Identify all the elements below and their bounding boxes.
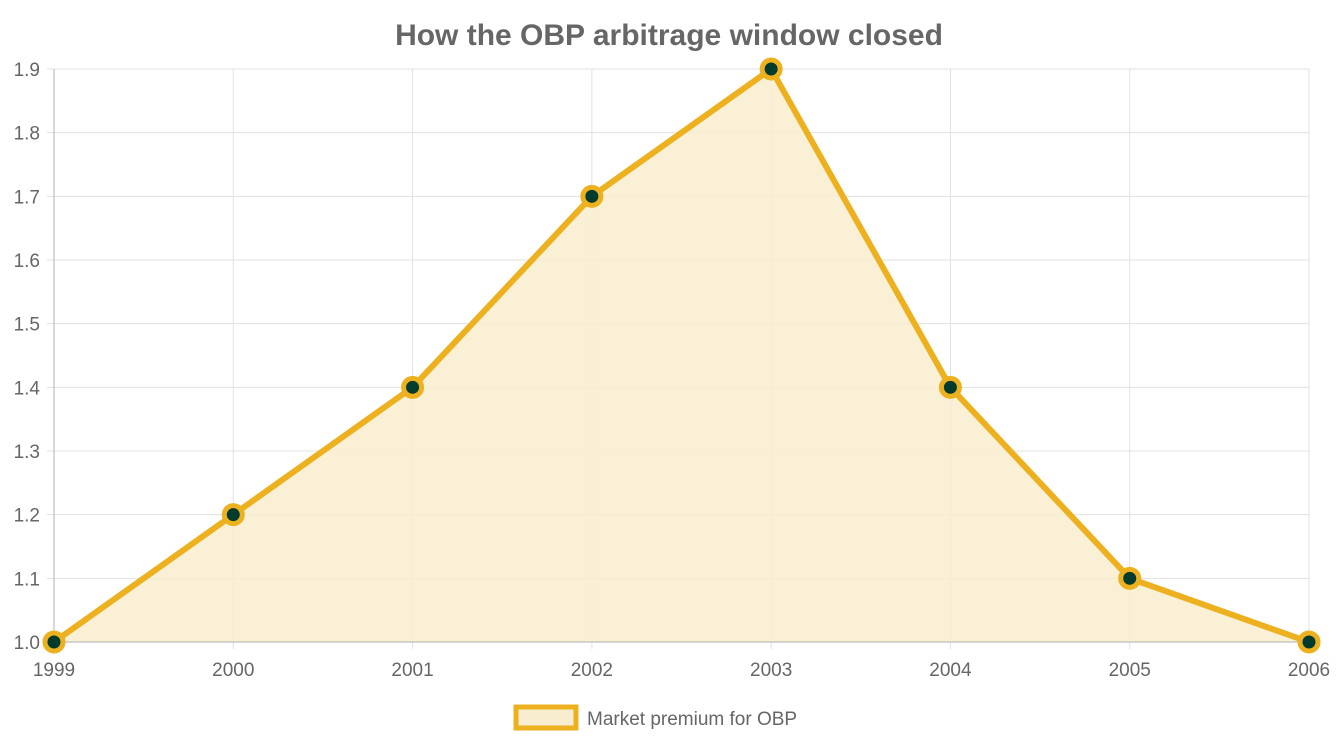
data-point (938, 375, 962, 399)
area-layer (54, 69, 1309, 642)
y-axis-tick-labels: 1.0 1.1 1.2 1.3 1.4 1.5 1.6 1.7 1.8 1.9 (14, 60, 41, 654)
series-line-layer (51, 66, 1312, 645)
y-tick-label: 1.7 (14, 187, 40, 208)
data-point (401, 375, 425, 399)
x-tick-label: 2006 (1288, 660, 1330, 681)
data-point (759, 57, 783, 81)
data-point (1118, 566, 1142, 590)
y-tick-label: 1.1 (14, 569, 40, 590)
data-point (42, 630, 66, 654)
y-tick-label: 1.9 (14, 60, 40, 81)
data-point (580, 184, 604, 208)
x-axis-tick-labels: 1999 2000 2001 2002 2003 2004 2005 2006 (33, 660, 1330, 681)
y-tick-label: 1.3 (14, 442, 40, 463)
data-points (42, 57, 1321, 654)
x-tick-label: 2003 (750, 660, 792, 681)
x-tick-label: 2001 (391, 660, 433, 681)
data-point (1297, 630, 1321, 654)
legend-label[interactable]: Market premium for OBP (587, 709, 797, 730)
legend-swatch[interactable] (513, 704, 579, 731)
x-tick-label: 1999 (33, 660, 75, 681)
x-tick-label: 2004 (929, 660, 972, 681)
y-tick-label: 1.2 (14, 506, 40, 527)
series-area-fill (54, 69, 1309, 642)
chart-title: How the OBP arbitrage window closed (395, 19, 943, 52)
series-line (51, 66, 1312, 645)
x-tick-label: 2000 (212, 660, 254, 681)
x-tick-label: 2002 (571, 660, 613, 681)
y-tick-label: 1.0 (14, 633, 40, 654)
data-point (221, 503, 245, 527)
axes (53, 69, 1309, 643)
y-tick-label: 1.4 (14, 378, 41, 399)
y-tick-label: 1.5 (14, 315, 40, 336)
legend[interactable]: Market premium for OBP (513, 704, 797, 731)
y-tick-label: 1.8 (14, 124, 40, 145)
y-tick-label: 1.6 (14, 251, 40, 272)
x-tick-label: 2005 (1109, 660, 1151, 681)
